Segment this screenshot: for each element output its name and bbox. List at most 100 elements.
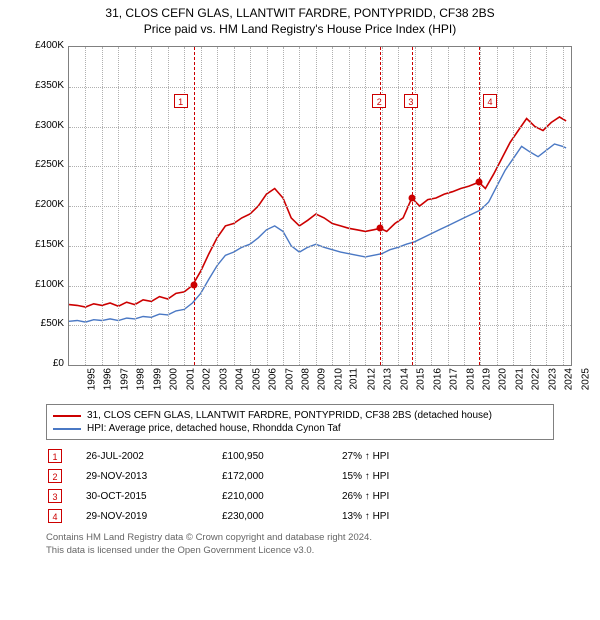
x-tick-label: 2010 bbox=[333, 368, 344, 390]
title-address: 31, CLOS CEFN GLAS, LLANTWIT FARDRE, PON… bbox=[0, 6, 600, 20]
x-gridline bbox=[365, 47, 366, 365]
y-tick-label: £300K bbox=[20, 120, 64, 131]
sale-row-price: £210,000 bbox=[222, 491, 342, 502]
x-tick-label: 2000 bbox=[169, 368, 180, 390]
sales-table-row: 229-NOV-2013£172,00015% ↑ HPI bbox=[46, 466, 554, 486]
sale-row-date: 29-NOV-2019 bbox=[62, 511, 222, 522]
x-tick-label: 2022 bbox=[531, 368, 542, 390]
legend-label-property: 31, CLOS CEFN GLAS, LLANTWIT FARDRE, PON… bbox=[87, 410, 492, 421]
x-gridline bbox=[316, 47, 317, 365]
chart-container: 31, CLOS CEFN GLAS, LLANTWIT FARDRE, PON… bbox=[0, 0, 600, 566]
x-gridline bbox=[102, 47, 103, 365]
sale-row-marker: 1 bbox=[48, 449, 62, 463]
title-subtitle: Price paid vs. HM Land Registry's House … bbox=[0, 22, 600, 36]
y-tick-label: £250K bbox=[20, 159, 64, 170]
series-line-hpi bbox=[69, 144, 566, 322]
x-tick-label: 2014 bbox=[399, 368, 410, 390]
y-gridline bbox=[69, 246, 571, 247]
sale-row-date: 26-JUL-2002 bbox=[62, 451, 222, 462]
y-tick-label: £0 bbox=[20, 358, 64, 369]
sale-row-pct: 26% ↑ HPI bbox=[342, 491, 442, 502]
sale-number-marker: 3 bbox=[404, 94, 418, 108]
x-tick-label: 2005 bbox=[251, 368, 262, 390]
x-tick-label: 2012 bbox=[366, 368, 377, 390]
sales-table-row: 126-JUL-2002£100,95027% ↑ HPI bbox=[46, 446, 554, 466]
sale-number-marker: 2 bbox=[372, 94, 386, 108]
legend-box: 31, CLOS CEFN GLAS, LLANTWIT FARDRE, PON… bbox=[46, 404, 554, 440]
legend-swatch-hpi bbox=[53, 428, 81, 430]
sale-row-date: 29-NOV-2013 bbox=[62, 471, 222, 482]
chart-titles: 31, CLOS CEFN GLAS, LLANTWIT FARDRE, PON… bbox=[0, 0, 600, 36]
sale-point-marker bbox=[475, 179, 482, 186]
sales-table: 126-JUL-2002£100,95027% ↑ HPI229-NOV-201… bbox=[46, 446, 554, 526]
y-tick-label: £200K bbox=[20, 199, 64, 210]
x-tick-label: 2009 bbox=[317, 368, 328, 390]
x-tick-label: 2017 bbox=[448, 368, 459, 390]
x-tick-label: 1995 bbox=[86, 368, 97, 390]
y-tick-label: £50K bbox=[20, 318, 64, 329]
legend-row-property: 31, CLOS CEFN GLAS, LLANTWIT FARDRE, PON… bbox=[53, 409, 547, 422]
x-gridline bbox=[546, 47, 547, 365]
x-tick-label: 2025 bbox=[580, 368, 591, 390]
y-tick-label: £100K bbox=[20, 279, 64, 290]
legend-row-hpi: HPI: Average price, detached house, Rhon… bbox=[53, 422, 547, 435]
sale-number-marker: 1 bbox=[174, 94, 188, 108]
x-tick-label: 2023 bbox=[547, 368, 558, 390]
sale-vertical-line bbox=[194, 47, 195, 365]
footer-line2: This data is licensed under the Open Gov… bbox=[46, 545, 554, 558]
footer-attribution: Contains HM Land Registry data © Crown c… bbox=[46, 532, 554, 566]
x-gridline bbox=[151, 47, 152, 365]
x-gridline bbox=[563, 47, 564, 365]
y-gridline bbox=[69, 286, 571, 287]
sale-point-marker bbox=[377, 225, 384, 232]
x-tick-label: 2004 bbox=[234, 368, 245, 390]
x-gridline bbox=[201, 47, 202, 365]
x-tick-label: 2003 bbox=[218, 368, 229, 390]
x-gridline bbox=[464, 47, 465, 365]
x-tick-label: 2019 bbox=[481, 368, 492, 390]
sale-row-price: £230,000 bbox=[222, 511, 342, 522]
x-tick-label: 2007 bbox=[284, 368, 295, 390]
sale-vertical-line bbox=[479, 47, 480, 365]
x-tick-label: 2013 bbox=[383, 368, 394, 390]
x-tick-label: 2018 bbox=[465, 368, 476, 390]
sales-table-row: 429-NOV-2019£230,00013% ↑ HPI bbox=[46, 506, 554, 526]
x-tick-label: 2006 bbox=[267, 368, 278, 390]
x-gridline bbox=[85, 47, 86, 365]
sale-row-marker: 3 bbox=[48, 489, 62, 503]
x-gridline bbox=[118, 47, 119, 365]
sale-row-price: £100,950 bbox=[222, 451, 342, 462]
y-gridline bbox=[69, 325, 571, 326]
sale-row-price: £172,000 bbox=[222, 471, 342, 482]
x-tick-label: 2011 bbox=[349, 368, 360, 390]
sale-row-date: 30-OCT-2015 bbox=[62, 491, 222, 502]
x-tick-label: 2016 bbox=[432, 368, 443, 390]
sale-number-marker: 4 bbox=[483, 94, 497, 108]
y-gridline bbox=[69, 166, 571, 167]
x-gridline bbox=[332, 47, 333, 365]
x-tick-label: 2001 bbox=[185, 368, 196, 390]
x-tick-label: 1998 bbox=[136, 368, 147, 390]
x-gridline bbox=[168, 47, 169, 365]
x-gridline bbox=[299, 47, 300, 365]
chart-area: £0£50K£100K£150K£200K£250K£300K£350K£400… bbox=[20, 40, 580, 400]
x-tick-label: 2021 bbox=[514, 368, 525, 390]
sale-row-marker: 2 bbox=[48, 469, 62, 483]
sale-row-marker: 4 bbox=[48, 509, 62, 523]
y-gridline bbox=[69, 87, 571, 88]
x-gridline bbox=[480, 47, 481, 365]
x-gridline bbox=[349, 47, 350, 365]
sale-row-pct: 15% ↑ HPI bbox=[342, 471, 442, 482]
x-gridline bbox=[267, 47, 268, 365]
sale-point-marker bbox=[408, 195, 415, 202]
y-tick-label: £150K bbox=[20, 239, 64, 250]
x-gridline bbox=[448, 47, 449, 365]
x-tick-label: 1997 bbox=[119, 368, 130, 390]
series-line-property bbox=[69, 117, 566, 307]
sale-row-pct: 13% ↑ HPI bbox=[342, 511, 442, 522]
x-tick-label: 2024 bbox=[564, 368, 575, 390]
sales-table-row: 330-OCT-2015£210,00026% ↑ HPI bbox=[46, 486, 554, 506]
x-tick-label: 2002 bbox=[201, 368, 212, 390]
y-gridline bbox=[69, 127, 571, 128]
x-gridline bbox=[398, 47, 399, 365]
